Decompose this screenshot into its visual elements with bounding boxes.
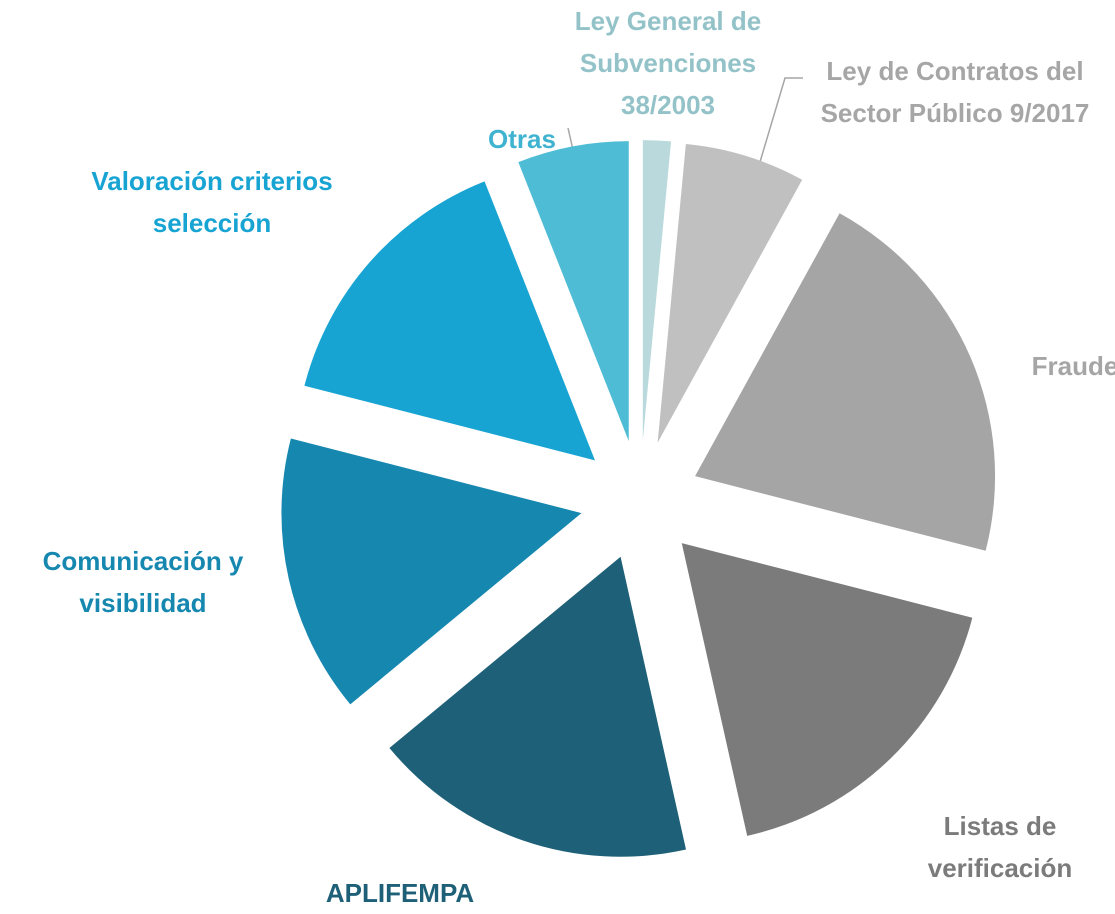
slice-label: APLIFEMPA <box>325 878 475 908</box>
pie-slice <box>642 140 672 441</box>
slice-label: Listas de verificación <box>927 811 1073 883</box>
slice-label: Otras <box>488 124 556 154</box>
leader-line <box>567 127 574 151</box>
pie-slice <box>304 181 595 461</box>
pie-slice <box>518 141 629 442</box>
pie-slice <box>681 543 973 836</box>
pie-slice <box>389 556 687 857</box>
leader-line <box>759 77 803 163</box>
slice-label: Fraude <box>1031 351 1115 381</box>
pie-slice <box>281 438 582 705</box>
slice-label: Comunicación y visibilidad <box>42 546 244 618</box>
slice-label: Ley General de Subvenciones 38/2003 <box>574 6 762 120</box>
pie-slice <box>657 143 803 443</box>
pie-slice <box>695 213 996 551</box>
slice-label: Ley de Contratos del Sector Público 9/20… <box>820 56 1090 128</box>
slice-label: Valoración criterios selección <box>91 166 333 238</box>
